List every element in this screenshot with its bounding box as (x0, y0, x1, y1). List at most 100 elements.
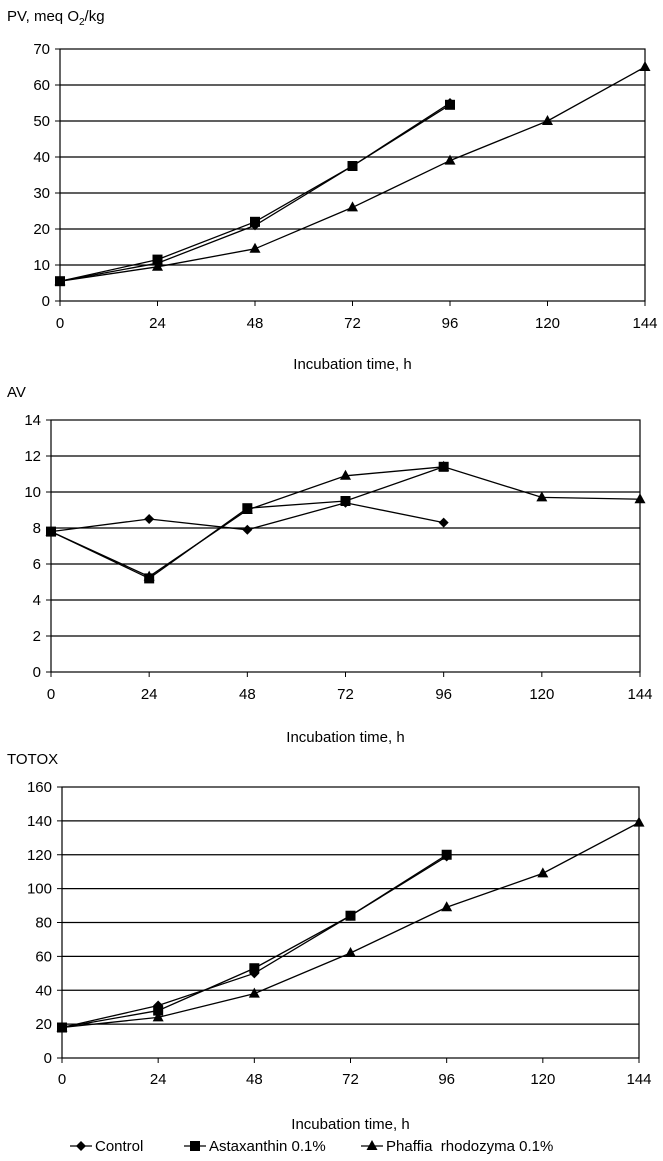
y-tick-label: 20 (35, 1016, 52, 1033)
y-tick-label: 20 (33, 221, 50, 238)
y-tick-label: 40 (35, 982, 52, 999)
x-tick-label: 72 (337, 686, 354, 703)
series-square (46, 461, 449, 584)
x-tick-label: 72 (344, 315, 361, 332)
y-tick-label: 140 (27, 813, 52, 830)
point-triangle (634, 493, 646, 504)
point-triangle (248, 987, 260, 998)
series-triangle (56, 816, 645, 1032)
point-triangle (444, 154, 456, 165)
legend-entry-diamond: Control (70, 1138, 143, 1155)
point-square (347, 161, 358, 171)
point-triangle (345, 946, 356, 957)
x-tick-label: 72 (342, 1071, 359, 1088)
y-axis-title: PV, meq O2/kg (7, 8, 105, 28)
x-axis-title: Incubation time, h (286, 729, 404, 746)
y-tick-label: 0 (44, 1050, 52, 1067)
y-tick-label: 50 (33, 113, 50, 130)
x-tick-label: 96 (438, 1071, 455, 1088)
series-line (50, 466, 641, 578)
series-triangle (45, 460, 646, 581)
x-tick-label: 120 (535, 315, 560, 332)
x-tick-label: 0 (47, 686, 55, 703)
series-line (59, 102, 451, 282)
series-line (61, 855, 448, 1029)
x-tick-label: 96 (435, 686, 452, 703)
y-tick-label: 6 (33, 556, 41, 573)
legend-label: Control (95, 1138, 143, 1155)
x-tick-label: 24 (149, 315, 166, 332)
y-axis-title-subscript: 2 (79, 17, 85, 28)
point-triangle (340, 469, 351, 480)
x-tick-label: 0 (58, 1071, 66, 1088)
series-line (59, 66, 646, 282)
x-tick-label: 144 (632, 315, 657, 332)
point-triangle (441, 901, 453, 912)
series-line (50, 466, 444, 580)
x-axis-title: Incubation time, h (291, 1116, 409, 1133)
y-axis-title-suffix: /kg (85, 8, 105, 25)
series-triangle (54, 61, 651, 286)
point-triangle (143, 570, 155, 581)
series-diamond (55, 98, 455, 287)
legend-square-marker (190, 1141, 200, 1151)
y-tick-label: 30 (33, 185, 50, 202)
point-square (249, 963, 260, 974)
point-square (250, 216, 260, 227)
y-tick-label: 8 (33, 520, 41, 537)
x-tick-label: 144 (626, 1071, 651, 1088)
legend: Control Astaxanthin 0.1% Phaffia rhodozyma… (70, 1138, 553, 1155)
point-triangle (152, 260, 163, 271)
point-triangle (45, 525, 57, 536)
point-square (152, 254, 163, 265)
y-tick-label: 40 (33, 149, 50, 166)
legend-entry-square: Astaxanthin 0.1% (184, 1138, 326, 1155)
y-tick-label: 70 (33, 41, 50, 58)
plot-frame (50, 419, 641, 673)
point-square (441, 849, 452, 860)
y-tick-label: 2 (33, 628, 41, 645)
y-axis-title: TOTOX (7, 751, 58, 768)
legend-label: Astaxanthin 0.1% (209, 1138, 326, 1155)
series-line (61, 854, 448, 1029)
y-tick-label: 10 (33, 257, 50, 274)
plot-frame (59, 48, 646, 302)
point-triangle (56, 1021, 68, 1032)
legend-diamond-marker (76, 1141, 86, 1151)
y-tick-label: 160 (27, 779, 52, 796)
y-tick-label: 10 (24, 484, 41, 501)
y-tick-label: 0 (33, 664, 41, 681)
x-tick-label: 120 (529, 686, 554, 703)
x-tick-label: 24 (150, 1071, 167, 1088)
point-square (345, 910, 356, 921)
point-square (445, 99, 455, 110)
legend-entry-triangle: Phaffia rhodozyma 0.1% (361, 1138, 553, 1155)
x-tick-label: 48 (247, 315, 264, 332)
point-square (153, 1005, 164, 1016)
y-tick-label: 0 (42, 293, 50, 310)
point-square (340, 496, 351, 506)
point-triangle (639, 61, 651, 71)
point-triangle (54, 275, 66, 286)
x-axis-title: Incubation time, h (293, 356, 411, 373)
point-triangle (152, 1011, 164, 1022)
y-tick-label: 4 (33, 592, 41, 609)
y-tick-label: 100 (27, 881, 52, 898)
point-triangle (241, 504, 253, 514)
x-tick-label: 120 (530, 1071, 555, 1088)
point-triangle (537, 867, 549, 878)
y-tick-label: 80 (35, 915, 52, 932)
chart-3: 0 20 40 60 80 100 120 140 160 0 24 48 72 96 120 144 TOTO… (7, 751, 652, 1133)
y-tick-label: 120 (27, 847, 52, 864)
legend-triangle-marker (366, 1140, 378, 1150)
point-diamond (144, 514, 155, 524)
y-tick-label: 14 (24, 412, 41, 429)
x-tick-label: 144 (627, 686, 652, 703)
point-diamond (242, 524, 253, 535)
point-triangle (347, 201, 358, 212)
series-square (57, 849, 452, 1033)
y-axis-title: AV (7, 384, 26, 401)
